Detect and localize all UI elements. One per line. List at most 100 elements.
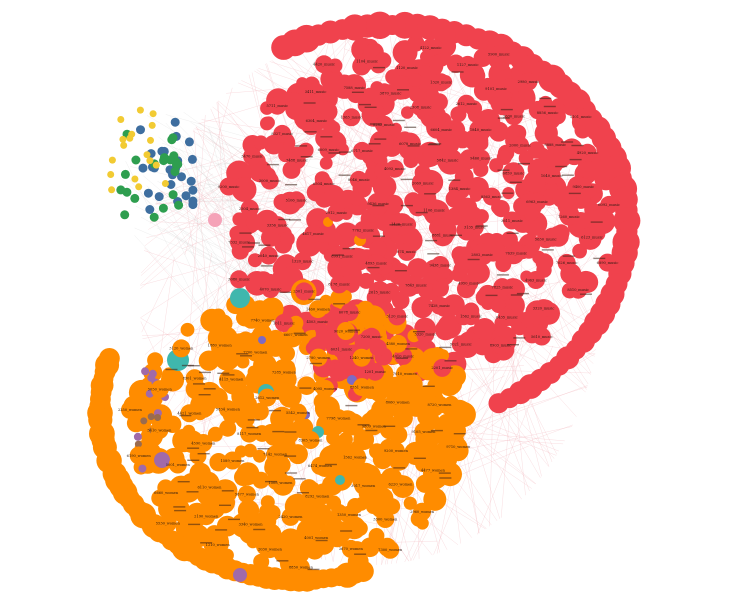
highlight-node [233,568,247,582]
cluster-node [219,420,236,437]
label-speck [555,166,567,167]
cluster-layer [87,12,640,592]
label-speck [423,386,435,387]
label-speck [200,542,212,543]
node-label: 9101_music [485,87,507,91]
label-speck [294,333,306,334]
node-label: 8305_women [298,438,323,442]
node-label: 6031_music [331,348,353,352]
node-label: 8551_women [350,385,375,389]
node-label: 8046_music [348,178,370,182]
node-label: 5711_music [266,104,288,108]
label-speck [359,104,371,105]
label-speck [269,410,281,411]
label-speck [591,221,603,222]
small-cluster-node [120,142,127,149]
node-label: 5106_music [286,199,308,203]
label-speck [339,175,351,176]
label-speck [253,529,265,530]
label-speck [228,519,240,520]
small-cluster-node [116,185,125,194]
node-label: 3120_women [169,347,194,351]
small-cluster-node [169,133,178,142]
node-label: 4590_women [191,441,216,445]
node-label: 4920_music [577,151,599,155]
node-label: 7626_music [556,261,578,265]
label-speck [439,347,451,348]
node-label: 5677_women [235,493,260,497]
node-label: 7285_women [272,370,297,374]
cluster-node [458,198,478,218]
label-speck [308,299,320,300]
label-speck [544,106,556,107]
label-speck [295,145,307,146]
label-speck [174,510,186,511]
node-label: 6435_music [496,315,518,319]
node-label: 6604_music [430,128,452,132]
node-label: 6220_women [388,482,413,486]
label-speck [510,182,522,183]
label-speck [301,156,313,157]
small-cluster-node [150,213,159,222]
node-label: 4893_music [365,261,387,265]
label-speck [370,123,382,124]
label-speck [518,163,530,164]
node-label: 4115_women [219,378,244,382]
node-label: 7428_music [428,304,450,308]
node-label: 4477_women [421,468,446,472]
node-label: 1104_music [356,60,378,64]
node-label: 6963_music [526,200,548,204]
node-label: 1320_music [430,81,452,85]
node-label: 1840_music [470,128,492,132]
node-label: 5050_women [148,387,173,391]
highlight-node [258,336,266,344]
node-label: 2780_women [306,356,331,360]
label-speck [223,374,235,375]
label-speck [405,348,417,349]
cluster-node [296,77,308,89]
node-label: 7300_women [378,548,403,552]
label-speck [289,219,301,220]
node-label: 8178_music [328,283,350,287]
node-label: 6123_music [581,236,603,240]
label-speck [497,274,509,275]
small-cluster-node [185,137,194,146]
node-label: 1562_music [460,315,482,319]
label-speck [429,143,441,144]
label-speck [372,205,384,206]
small-cluster-node [169,190,178,199]
node-label: 2612_music [456,102,478,106]
node-label: 6504_music [313,182,335,186]
node-label: 7639_music [505,251,527,255]
small-cluster-node [126,135,133,142]
label-speck [571,145,583,146]
node-label: 1201_music [364,370,386,374]
label-speck [204,388,216,389]
label-speck [542,249,554,250]
node-label: 1106_music [423,208,445,212]
label-speck [332,254,344,255]
cluster-node [260,117,274,131]
node-label: 3611_music [501,219,523,223]
label-speck [248,419,260,420]
label-speck [325,464,337,465]
label-speck [501,109,513,110]
label-speck [562,175,574,176]
node-label: 3411_music [305,90,327,94]
small-cluster-node [146,157,153,164]
node-label: 2190_women [194,515,219,519]
node-label: 7588_music [344,86,366,90]
node-label: 7260_music [558,215,580,219]
label-speck [187,460,199,461]
cluster-node [552,189,571,208]
node-label: 1880_women [208,343,233,347]
small-cluster-node [117,116,124,123]
small-cluster-node [137,107,144,114]
node-label: 2802_music [471,253,493,257]
graph-node: 1106_music [423,199,445,221]
node-label: 4503_music [306,320,328,324]
node-label: 7825_music [491,285,513,289]
node-label: 2069_music [412,182,434,186]
node-label: 9200_women [384,449,409,453]
